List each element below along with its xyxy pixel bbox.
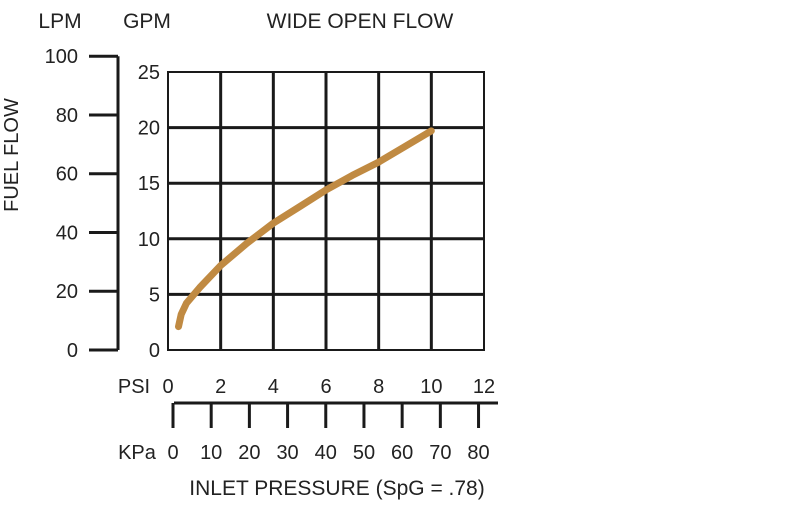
gpm-unit-label: GPM [123,10,171,33]
psi-tick-label: 0 [162,376,173,398]
psi-tick-label: 2 [215,376,226,398]
psi-tick-label: 10 [420,376,442,398]
kpa-unit-label: KPa [118,442,157,464]
psi-tick-label: 8 [373,376,384,398]
lpm-axis: 0 20 40 60 80 100 [45,46,120,362]
gpm-tick-label: 15 [138,173,160,195]
psi-tick-label: 12 [473,376,495,398]
lpm-unit-label: LPM [38,10,81,33]
kpa-tick-label: 50 [353,442,375,464]
lpm-tick-label: 100 [45,46,78,68]
x-axis-title: INLET PRESSURE (SpG = .78) [189,477,484,500]
psi-tick-label: 4 [268,376,279,398]
lpm-tick-label: 60 [56,164,78,186]
lpm-tick-label: 20 [56,281,78,303]
plot-grid [167,71,485,351]
flow-curve [175,127,435,331]
kpa-tick-label: 10 [200,442,222,464]
psi-unit-label: PSI [118,376,150,398]
gpm-tick-label: 5 [149,284,160,306]
kpa-tick-label: 70 [429,442,451,464]
lpm-tick-label: 80 [56,105,78,127]
lpm-tick-label: 40 [56,222,78,244]
kpa-tick-label: 0 [167,442,178,464]
gpm-tick-labels: 0 5 10 15 20 25 [138,62,160,362]
lpm-tick-label: 0 [67,340,78,362]
gpm-tick-label: 10 [138,229,160,251]
gpm-tick-label: 20 [138,118,160,140]
chart-title: WIDE OPEN FLOW [267,10,454,33]
y-axis-title: FUEL FLOW [1,98,23,212]
psi-axis: 0 2 4 6 8 10 12 [162,376,495,398]
kpa-tick-label: 60 [391,442,413,464]
psi-tick-label: 6 [320,376,331,398]
gpm-tick-label: 25 [138,62,160,84]
gpm-tick-label: 0 [149,340,160,362]
kpa-tick-label: 30 [276,442,298,464]
kpa-tick-label: 40 [315,442,337,464]
kpa-tick-label: 80 [467,442,489,464]
flow-curve-line [175,127,435,331]
kpa-axis: 0 10 20 30 40 50 60 70 80 [167,401,498,464]
kpa-tick-label: 20 [238,442,260,464]
